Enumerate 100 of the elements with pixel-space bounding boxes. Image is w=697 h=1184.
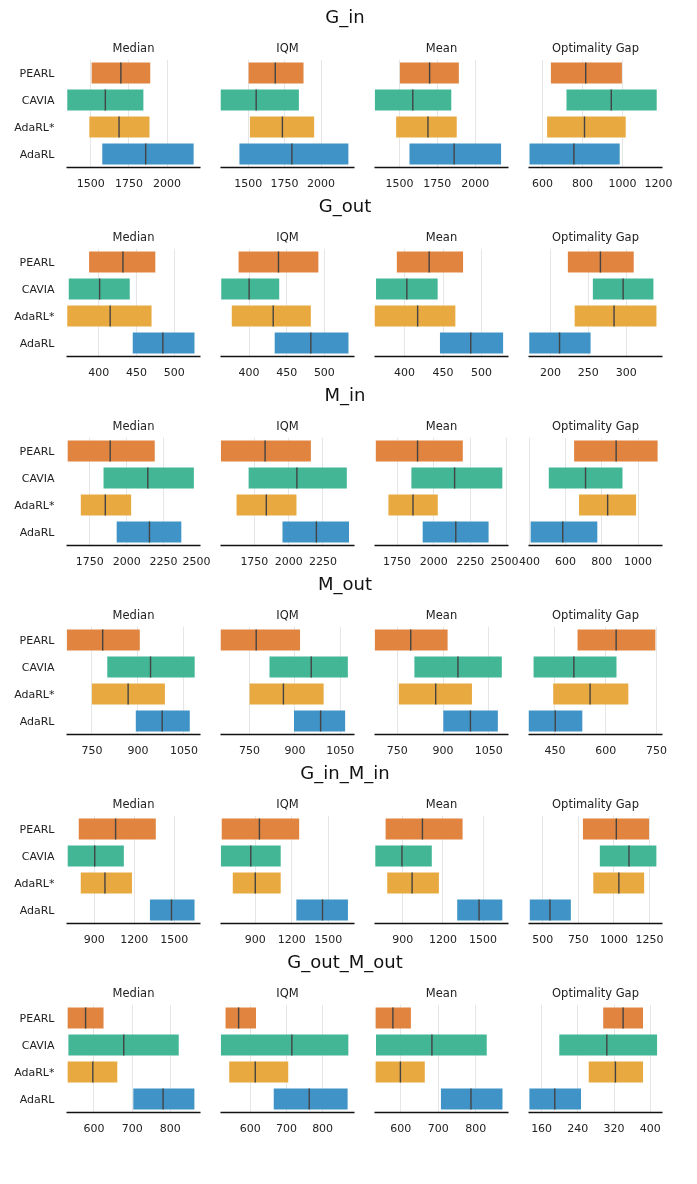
x-tick-label: 1050 [474, 743, 503, 757]
chart-title: Mean [425, 607, 458, 622]
x-tick-label: 900 [244, 932, 266, 946]
chart-title: IQM [276, 229, 299, 244]
y-tick-label: AdaRL* [14, 309, 55, 323]
x-tick-label: 1750 [423, 176, 452, 190]
x-tick-label: 250 [577, 365, 599, 379]
x-tick-label: 400 [88, 365, 110, 379]
x-tick-label: 750 [567, 932, 589, 946]
x-tick-label: 2000 [307, 176, 335, 190]
y-tick-label: AdaRL [19, 1092, 56, 1106]
chart-title: Median [112, 418, 155, 433]
chart-title: Optimality Gap [552, 607, 639, 622]
chart-title: Mean [425, 418, 458, 433]
y-tick-label: AdaRL* [14, 498, 55, 512]
x-tick-label: 2500 [490, 554, 519, 568]
chart-title: Median [112, 40, 155, 55]
x-tick-label: 700 [275, 1121, 297, 1135]
x-tick-label: 1200 [277, 932, 306, 946]
y-tick-label: CAVIA [21, 849, 55, 863]
y-tick-label: CAVIA [21, 93, 55, 107]
chart-title: Optimality Gap [552, 229, 639, 244]
x-tick-label: 450 [276, 365, 298, 379]
x-tick-label: 600 [83, 1121, 105, 1135]
x-tick-label: 240 [567, 1121, 589, 1135]
x-tick-label: 2000 [274, 554, 303, 568]
chart-title: Median [112, 229, 155, 244]
x-tick-label: 800 [312, 1121, 334, 1135]
x-tick-label: 500 [471, 365, 493, 379]
x-tick-label: 600 [595, 743, 617, 757]
x-tick-label: 800 [572, 176, 593, 190]
x-tick-label: 400 [518, 554, 540, 568]
x-tick-label: 600 [532, 176, 553, 190]
y-tick-label: AdaRL* [14, 1065, 55, 1079]
x-tick-label: 700 [121, 1121, 143, 1135]
x-tick-label: 2250 [456, 554, 485, 568]
x-tick-label: 1750 [240, 554, 269, 568]
x-tick-label: 1750 [383, 554, 412, 568]
y-tick-label: AdaRL [19, 525, 56, 539]
x-tick-label: 400 [238, 365, 260, 379]
x-tick-label: 600 [390, 1121, 412, 1135]
x-tick-label: 900 [392, 932, 414, 946]
y-tick-label: PEARL [19, 66, 56, 80]
text: G_in [325, 5, 365, 30]
x-tick-label: 400 [394, 365, 416, 379]
x-tick-label: 800 [591, 554, 613, 568]
x-tick-label: 2500 [182, 554, 211, 568]
y-tick-label: PEARL [19, 822, 56, 836]
x-tick-label: 400 [639, 1121, 661, 1135]
x-tick-label: 1200 [120, 932, 149, 946]
x-tick-label: 2000 [461, 176, 490, 190]
text: G_out_M_out [287, 950, 403, 975]
y-tick-label: CAVIA [21, 471, 55, 485]
chart-title: IQM [276, 985, 299, 1000]
chart-title: Mean [425, 40, 458, 55]
chart-title: Median [112, 985, 155, 1000]
y-tick-label: AdaRL* [14, 876, 55, 890]
chart-title: IQM [276, 796, 299, 811]
x-tick-label: 1500 [314, 932, 343, 946]
x-tick-label: 900 [284, 743, 306, 757]
x-tick-label: 750 [386, 743, 408, 757]
chart-title: Optimality Gap [552, 985, 639, 1000]
x-tick-label: 1000 [608, 176, 637, 190]
chart-title: Mean [425, 985, 458, 1000]
x-tick-label: 200 [539, 365, 561, 379]
x-tick-label: 900 [127, 743, 149, 757]
x-tick-label: 300 [615, 365, 637, 379]
chart-title: Median [112, 607, 155, 622]
chart-title: Optimality Gap [552, 796, 639, 811]
chart-title: Mean [425, 796, 458, 811]
chart-title: IQM [276, 418, 299, 433]
text: G_out [318, 194, 372, 219]
x-tick-label: 600 [555, 554, 577, 568]
x-tick-label: 500 [163, 365, 185, 379]
x-tick-label: 450 [544, 743, 566, 757]
x-tick-label: 500 [532, 932, 554, 946]
x-tick-label: 1500 [234, 176, 263, 190]
x-tick-label: 750 [81, 743, 103, 757]
x-tick-label: 450 [126, 365, 148, 379]
y-tick-label: CAVIA [21, 660, 55, 674]
x-tick-label: 1750 [75, 554, 104, 568]
x-tick-label: 900 [432, 743, 454, 757]
x-tick-label: 1200 [644, 176, 673, 190]
y-tick-label: AdaRL* [14, 687, 55, 701]
x-tick-label: 1500 [385, 176, 414, 190]
x-tick-label: 1200 [428, 932, 457, 946]
x-tick-label: 2250 [308, 554, 337, 568]
x-tick-label: 750 [645, 743, 667, 757]
y-tick-label: PEARL [19, 1011, 56, 1025]
y-tick-label: AdaRL [19, 336, 56, 350]
chart-title: Optimality Gap [552, 40, 639, 55]
x-tick-label: 1000 [624, 554, 653, 568]
y-tick-label: CAVIA [21, 282, 55, 296]
x-tick-label: 1050 [326, 743, 355, 757]
chart-title: Median [112, 796, 155, 811]
x-tick-label: 450 [432, 365, 454, 379]
x-tick-label: 1000 [599, 932, 628, 946]
x-tick-label: 320 [603, 1121, 625, 1135]
chart-title: IQM [276, 40, 299, 55]
x-tick-label: 1500 [160, 932, 189, 946]
